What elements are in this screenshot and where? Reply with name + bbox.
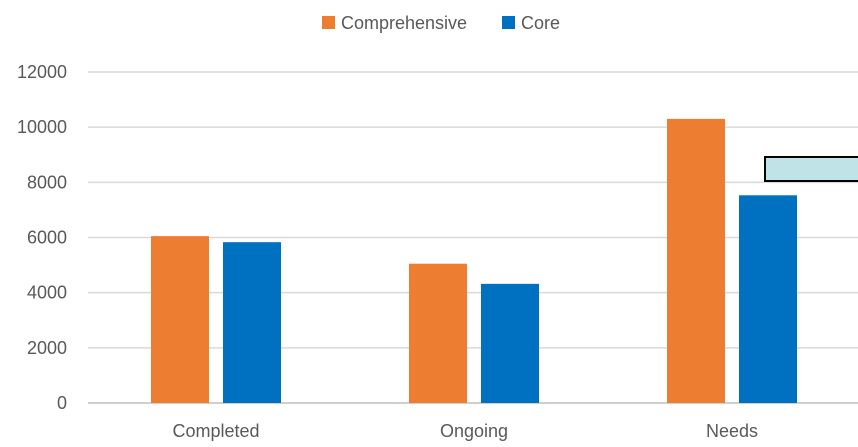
x-axis-tick-labels: Completed Ongoing Needs — [172, 421, 758, 441]
legend-swatch-comprehensive — [322, 16, 335, 29]
y-tick-label: 8000 — [27, 172, 67, 192]
legend-label-core: Core — [521, 13, 560, 33]
x-tick-label: Completed — [172, 421, 259, 441]
gridlines — [88, 71, 858, 404]
y-tick-label: 2000 — [27, 338, 67, 358]
y-tick-label: 0 — [57, 393, 67, 413]
bar-core-needs — [739, 195, 797, 403]
x-tick-label: Ongoing — [440, 421, 508, 441]
y-tick-label: 12000 — [17, 62, 67, 82]
legend: Comprehensive Core — [322, 13, 560, 33]
legend-label-comprehensive: Comprehensive — [341, 13, 467, 33]
y-axis-tick-labels: 0 2000 4000 6000 8000 10000 12000 — [17, 62, 67, 413]
bar-comprehensive-ongoing — [409, 263, 467, 403]
x-tick-label: Needs — [706, 421, 758, 441]
bar-core-completed — [223, 242, 281, 403]
callout-box — [764, 156, 858, 182]
y-tick-label: 10000 — [17, 117, 67, 137]
y-tick-label: 4000 — [27, 283, 67, 303]
y-tick-label: 6000 — [27, 228, 67, 248]
bar-comprehensive-completed — [151, 236, 209, 403]
bar-core-ongoing — [481, 283, 539, 403]
bars — [151, 118, 797, 404]
legend-swatch-core — [502, 16, 515, 29]
bar-comprehensive-needs — [667, 118, 725, 404]
